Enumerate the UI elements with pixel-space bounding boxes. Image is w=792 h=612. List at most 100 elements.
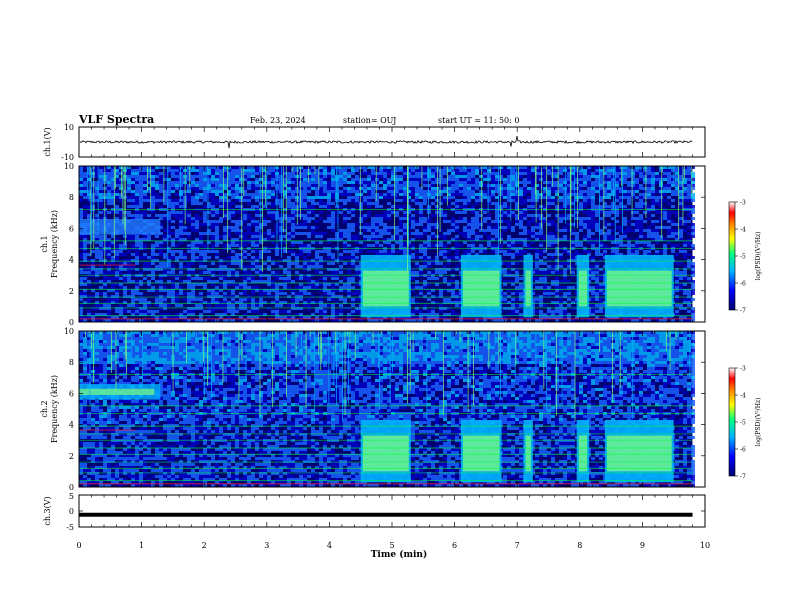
spectro-cell xyxy=(407,319,411,322)
spectro-cell xyxy=(307,199,311,202)
spectro-cell xyxy=(567,313,571,316)
spectro-cell xyxy=(107,211,111,214)
spectro-cell xyxy=(371,196,375,199)
spectro-cell xyxy=(475,187,479,190)
spectro-cell xyxy=(411,238,415,241)
spectro-cell xyxy=(307,250,311,253)
spectro-cell xyxy=(95,304,99,307)
spectro-cell xyxy=(515,178,519,181)
spectro-cell xyxy=(531,205,535,208)
spectro-cell xyxy=(187,211,191,214)
spectro-cell xyxy=(363,196,367,199)
spectro-cell xyxy=(251,193,255,196)
spectro-cell xyxy=(515,241,519,244)
spectro-cell xyxy=(487,223,491,226)
spectro-cell xyxy=(203,232,207,235)
spectro-cell xyxy=(459,220,463,223)
spectro-cell xyxy=(527,199,531,202)
spectro-cell xyxy=(411,199,415,202)
spectro-cell xyxy=(259,295,263,298)
spectro-cell xyxy=(335,271,339,274)
spectro-cell xyxy=(491,316,495,319)
spectro-cell xyxy=(231,295,235,298)
spectro-cell xyxy=(315,196,319,199)
spectro-cell xyxy=(591,199,595,202)
spectro-cell xyxy=(607,166,611,169)
spectro-cell xyxy=(143,277,147,280)
spectro-cell xyxy=(311,313,315,316)
spectro-cell xyxy=(407,178,411,181)
spectro-cell xyxy=(559,217,563,220)
spectro-cell xyxy=(347,196,351,199)
spectro-cell xyxy=(315,220,319,223)
spectro-cell xyxy=(123,307,127,310)
spectro-cell xyxy=(135,193,139,196)
spectro-cell xyxy=(583,238,587,241)
spectro-cell xyxy=(331,223,335,226)
spectro-cell xyxy=(175,304,179,307)
spectro-cell xyxy=(575,238,579,241)
spectro-cell xyxy=(559,304,563,307)
spectro-cell xyxy=(227,316,231,319)
spectro-cell xyxy=(151,277,155,280)
spectro-cell xyxy=(191,169,195,172)
spectro-cell xyxy=(443,238,447,241)
spectro-cell xyxy=(135,268,139,271)
spectro-cell xyxy=(263,232,267,235)
spectro-cell xyxy=(215,301,219,304)
spectro-cell xyxy=(83,193,87,196)
spectro-cell xyxy=(271,262,275,265)
spectro-cell xyxy=(179,178,183,181)
spectro-cell xyxy=(543,250,547,253)
spectro-cell xyxy=(419,271,423,274)
spectro-cell xyxy=(299,298,303,301)
spectro-cell xyxy=(355,238,359,241)
spectro-cell xyxy=(575,244,579,247)
spectro-cell xyxy=(423,169,427,172)
spectro-cell xyxy=(295,256,299,259)
spectro-cell xyxy=(211,292,215,295)
spectro-cell xyxy=(291,217,295,220)
spectro-cell xyxy=(395,205,399,208)
spectro-cell xyxy=(419,244,423,247)
spectro-cell xyxy=(451,256,455,259)
spectro-cell xyxy=(167,172,171,175)
spectro-cell xyxy=(227,184,231,187)
spectro-cell xyxy=(335,217,339,220)
spectro-cell xyxy=(359,178,363,181)
spectro-cell xyxy=(83,238,87,241)
spectro-cell xyxy=(503,169,507,172)
spectro-cell xyxy=(255,229,259,232)
spectro-cell xyxy=(563,202,567,205)
spectro-cell xyxy=(579,184,583,187)
spectro-cell xyxy=(331,202,335,205)
spectro-cell xyxy=(507,196,511,199)
spectro-cell xyxy=(123,280,127,283)
spectro-cell xyxy=(451,196,455,199)
spectro-cell xyxy=(395,238,399,241)
spectro-cell xyxy=(135,313,139,316)
station-label: station= OUJ xyxy=(343,116,396,125)
spectro-cell xyxy=(235,172,239,175)
spectro-cell xyxy=(299,319,303,322)
spectro-cell xyxy=(331,298,335,301)
spectro-cell xyxy=(147,190,151,193)
spectro-cell xyxy=(587,169,591,172)
spectro-cell xyxy=(199,262,203,265)
spectro-cell xyxy=(283,181,287,184)
spectro-cell xyxy=(331,304,335,307)
spectro-cell xyxy=(519,217,523,220)
spectro-cell xyxy=(175,295,179,298)
spectro-cell xyxy=(239,199,243,202)
spectro-cell xyxy=(131,175,135,178)
spectro-cell xyxy=(95,280,99,283)
spectro-cell xyxy=(299,184,303,187)
spectro-cell xyxy=(543,286,547,289)
spectro-cell xyxy=(231,304,235,307)
spectro-cell xyxy=(543,175,547,178)
spectro-cell xyxy=(139,256,143,259)
spectro-cell xyxy=(211,193,215,196)
spectro-cell xyxy=(247,280,251,283)
spectro-cell xyxy=(127,268,131,271)
spectro-cell xyxy=(371,184,375,187)
